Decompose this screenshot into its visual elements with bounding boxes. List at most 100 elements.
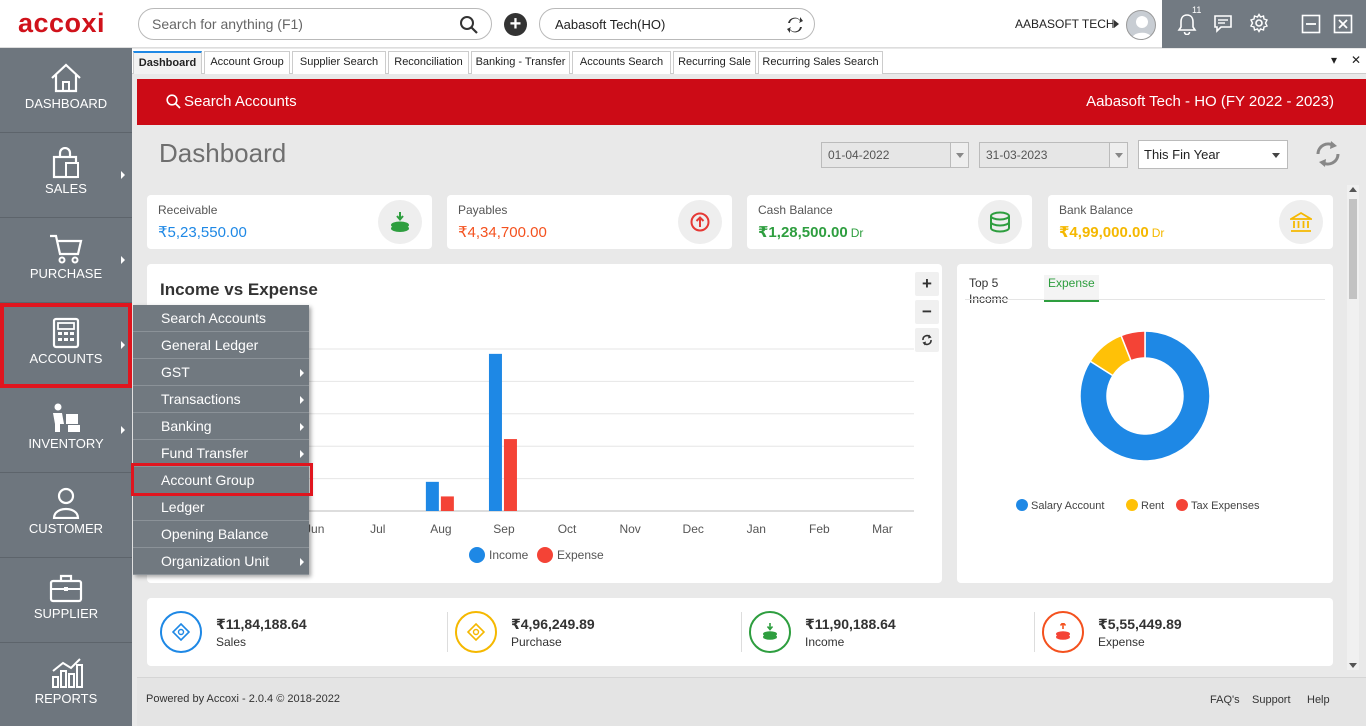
sidebar-item-sales[interactable]: SALES <box>0 133 132 218</box>
x-tick-label: Jan <box>747 522 766 536</box>
divider <box>741 612 742 652</box>
donut-slice-tax-expenses[interactable] <box>1120 330 1146 362</box>
payables-card[interactable]: Payables ₹4,34,700.00 <box>447 195 732 249</box>
legend-label[interactable]: Salary Account <box>1031 500 1104 512</box>
sidebar-item-purchase[interactable]: PURCHASE <box>0 218 132 303</box>
user-menu-caret-icon[interactable] <box>1114 20 1119 28</box>
tab-supplier-search[interactable]: Supplier Search <box>292 51 386 74</box>
switch-company-icon[interactable] <box>785 15 805 40</box>
search-icon[interactable] <box>459 15 479 40</box>
zoom-out-button[interactable]: − <box>915 300 939 324</box>
card-suffix: Dr <box>850 226 864 240</box>
legend-label[interactable]: Tax Expenses <box>1191 500 1260 512</box>
help-link[interactable]: Help <box>1307 694 1330 706</box>
tab-banking-transfer[interactable]: Banking - Transfer <box>471 51 570 74</box>
bar-expense[interactable] <box>503 439 517 511</box>
sidebar-item-accounts[interactable]: ACCOUNTS <box>0 303 132 388</box>
stat-label: Expense <box>1098 635 1145 649</box>
menu-item-search-accounts[interactable]: Search Accounts <box>133 305 309 332</box>
period-select[interactable]: This Fin Year <box>1138 140 1288 169</box>
bar-expense[interactable] <box>440 496 454 511</box>
close-icon[interactable] <box>1333 14 1353 39</box>
card-label: Receivable <box>158 203 218 217</box>
avatar[interactable] <box>1126 10 1156 40</box>
powered-by: Powered by Accoxi - 2.0.4 © 2018-2022 <box>146 693 340 705</box>
chat-icon[interactable] <box>1213 13 1233 38</box>
bank-balance-card[interactable]: Bank Balance ₹4,99,000.00 Dr <box>1048 195 1333 249</box>
scrollbar-thumb[interactable] <box>1349 199 1357 299</box>
menu-item-banking[interactable]: Banking <box>133 413 309 440</box>
minimize-icon[interactable] <box>1301 14 1321 39</box>
zoom-in-button[interactable]: + <box>915 272 939 296</box>
menu-item-general-ledger[interactable]: General Ledger <box>133 332 309 359</box>
scroll-up-icon[interactable] <box>1349 187 1357 192</box>
chevron-down-icon[interactable] <box>950 143 968 167</box>
tab-recurring-sale[interactable]: Recurring Sale <box>673 51 756 74</box>
from-date-field[interactable]: 01-04-2022 <box>821 142 969 168</box>
donut-slice-rent[interactable] <box>1089 334 1132 377</box>
menu-item-fund-transfer[interactable]: Fund Transfer <box>133 440 309 467</box>
sidebar: DASHBOARD SALES PURCHASE ACCOUNTS INVENT… <box>0 48 132 726</box>
money-stack-icon <box>1042 611 1084 653</box>
global-search-input[interactable] <box>152 16 452 32</box>
reset-zoom-button[interactable] <box>915 328 939 352</box>
bell-icon[interactable] <box>1177 13 1197 40</box>
x-tick-label: Feb <box>809 522 830 536</box>
menu-item-organization-unit[interactable]: Organization Unit <box>133 548 309 575</box>
company-selector[interactable]: Aabasoft Tech(HO) <box>539 8 815 40</box>
app-logo[interactable]: accoxi <box>18 8 106 38</box>
sidebar-item-reports[interactable]: REPORTS <box>0 643 132 726</box>
legend-label[interactable]: Income <box>489 548 529 562</box>
tab-list-dropdown-icon[interactable]: ▾ <box>1331 53 1338 67</box>
receivable-card[interactable]: Receivable ₹5,23,550.00 <box>147 195 432 249</box>
user-name[interactable]: AABASOFT TECH <box>1015 17 1115 31</box>
sidebar-item-customer[interactable]: CUSTOMER <box>0 473 132 558</box>
tab-expense[interactable]: Expense <box>1044 275 1099 302</box>
page-header: Search Accounts Aabasoft Tech - HO (FY 2… <box>137 79 1366 125</box>
money-stack-icon <box>378 200 422 244</box>
cash-balance-card[interactable]: Cash Balance ₹1,28,500.00 Dr <box>747 195 1032 249</box>
search-accounts-link[interactable]: Search Accounts <box>184 93 297 110</box>
tab-recurring-sales-search[interactable]: Recurring Sales Search <box>758 51 883 74</box>
sidebar-item-inventory[interactable]: INVENTORY <box>0 388 132 473</box>
menu-item-opening-balance[interactable]: Opening Balance <box>133 521 309 548</box>
close-tab-icon[interactable]: ✕ <box>1351 53 1362 67</box>
sidebar-item-supplier[interactable]: SUPPLIER <box>0 558 132 643</box>
bar-income[interactable] <box>488 353 502 511</box>
add-new-button[interactable]: + <box>504 13 527 36</box>
menu-item-transactions[interactable]: Transactions <box>133 386 309 413</box>
divider <box>1034 612 1035 652</box>
legend-label[interactable]: Rent <box>1141 500 1164 512</box>
scroll-down-icon[interactable] <box>1349 663 1357 668</box>
card-label: Cash Balance <box>758 203 833 217</box>
sidebar-item-dashboard[interactable]: DASHBOARD <box>0 48 132 133</box>
donut-slice-salary-account[interactable] <box>1079 330 1211 462</box>
menu-item-gst[interactable]: GST <box>133 359 309 386</box>
shopping-bag-icon <box>48 146 84 179</box>
support-link[interactable]: Support <box>1252 694 1291 706</box>
menu-item-ledger[interactable]: Ledger <box>133 494 309 521</box>
sidebar-item-label: SUPPLIER <box>33 606 99 621</box>
chevron-down-icon[interactable] <box>1109 143 1127 167</box>
sidebar-item-label: INVENTORY <box>28 436 104 451</box>
gear-icon[interactable] <box>1249 13 1269 38</box>
tab-top-five-income[interactable]: Top 5 Income <box>969 276 1009 306</box>
stat-value: ₹11,90,188.64 <box>805 616 896 632</box>
to-date-field[interactable]: 31-03-2023 <box>979 142 1128 168</box>
x-tick-label: Nov <box>619 522 640 536</box>
card-value: ₹4,34,700.00 <box>458 224 547 241</box>
stat-label: Purchase <box>511 635 562 649</box>
global-search[interactable] <box>138 8 492 40</box>
faq-link[interactable]: FAQ's <box>1210 694 1240 706</box>
page-scrollbar[interactable] <box>1347 185 1359 670</box>
coins-icon <box>978 200 1022 244</box>
tab-account-group[interactable]: Account Group <box>204 51 290 74</box>
search-icon[interactable] <box>166 94 181 114</box>
bar-income[interactable] <box>425 481 439 511</box>
tab-dashboard[interactable]: Dashboard <box>133 51 202 74</box>
refresh-icon[interactable] <box>1314 138 1342 175</box>
legend-label[interactable]: Expense <box>557 548 604 562</box>
to-date-value: 31-03-2023 <box>986 148 1048 162</box>
tab-reconciliation[interactable]: Reconciliation <box>388 51 469 74</box>
tab-accounts-search[interactable]: Accounts Search <box>572 51 671 74</box>
